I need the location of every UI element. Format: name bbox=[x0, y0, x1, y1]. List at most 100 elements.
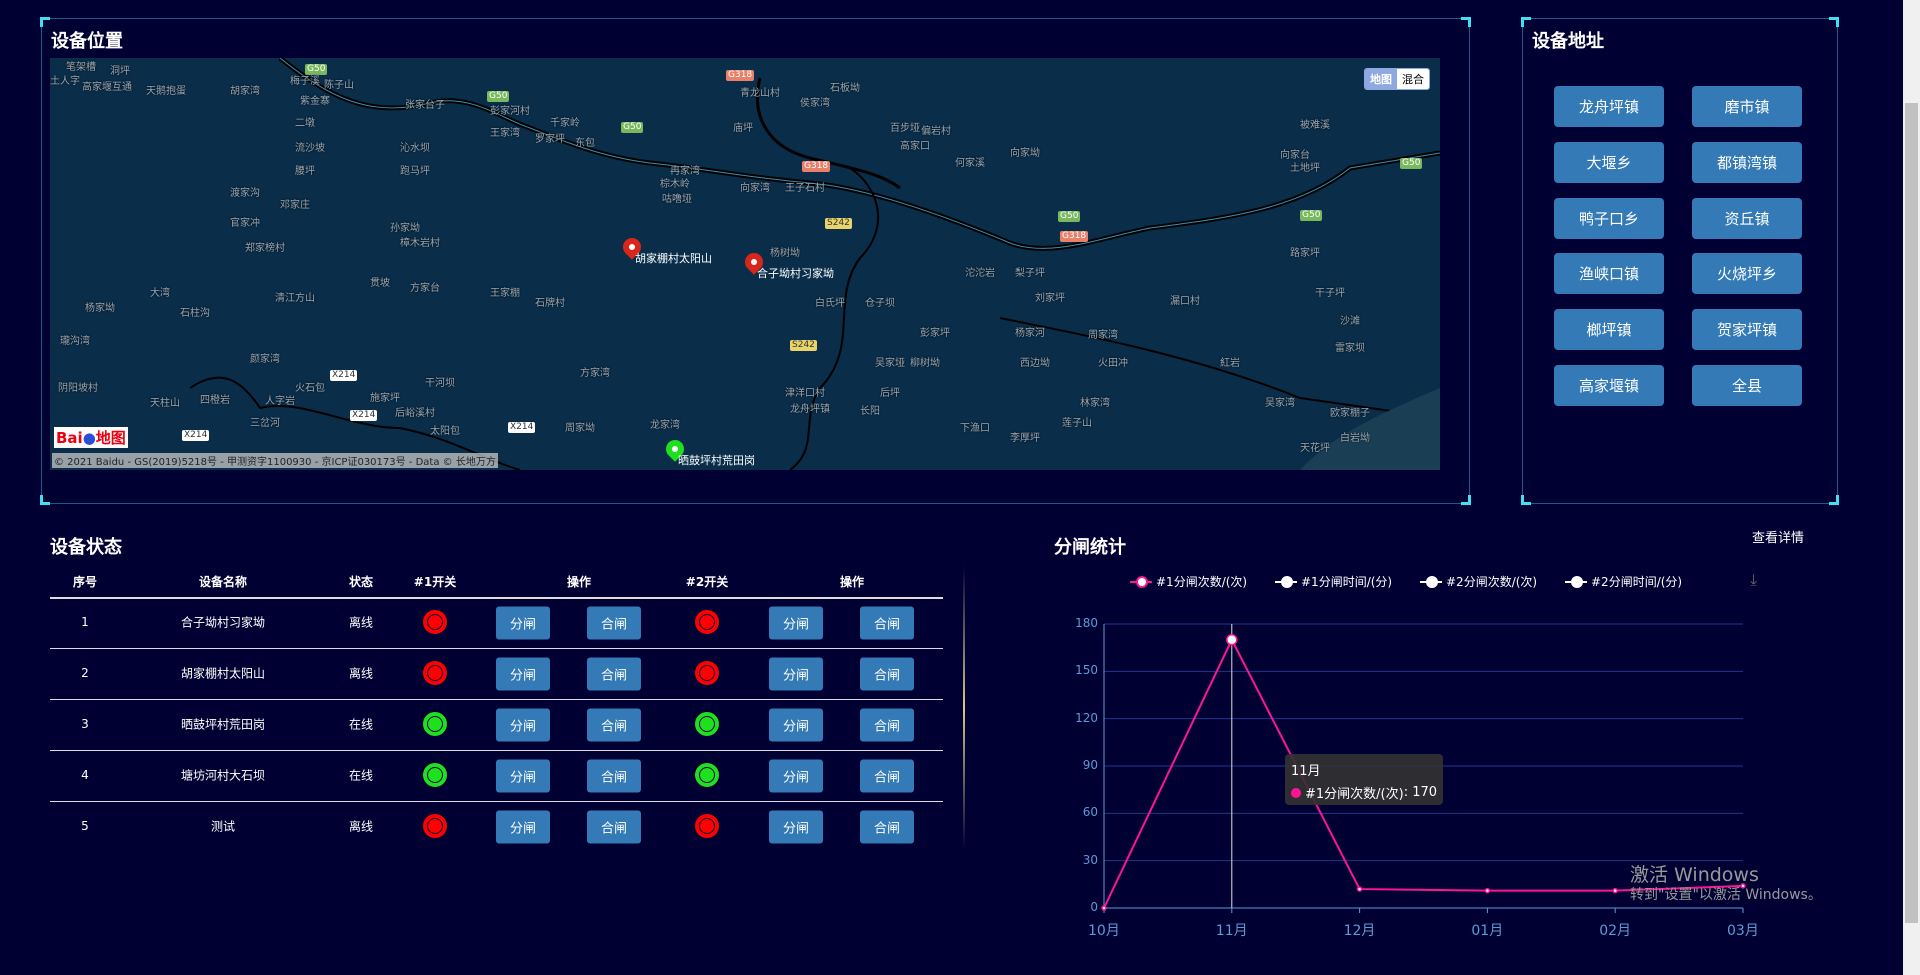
road-shield: G50 bbox=[305, 64, 328, 75]
map-place-label: 颜家湾 bbox=[250, 354, 280, 365]
open-switch-button[interactable]: 分闸 bbox=[769, 810, 823, 844]
map-place-label: 石柱沟 bbox=[180, 308, 210, 319]
table-header-cell: 状态 bbox=[348, 575, 374, 589]
table-header-cell: 序号 bbox=[72, 575, 98, 589]
download-icon[interactable]: ⤓ bbox=[1750, 570, 1758, 589]
map-place-label: 棕木岭 bbox=[660, 179, 690, 190]
close-switch-button[interactable]: 合闸 bbox=[860, 708, 914, 742]
baidu-logo: Bai●地图 bbox=[54, 427, 128, 448]
town-button[interactable]: 磨市镇 bbox=[1692, 86, 1802, 127]
town-button[interactable]: 高家堰镇 bbox=[1554, 365, 1664, 406]
map-place-label: 冉家湾 bbox=[670, 166, 700, 177]
map-place-label: 二墩 bbox=[295, 118, 315, 129]
open-switch-button[interactable]: 分闸 bbox=[496, 708, 550, 742]
view-details-link[interactable]: 查看详情 bbox=[1752, 531, 1805, 546]
open-switch-button[interactable]: 分闸 bbox=[769, 759, 823, 793]
close-switch-button[interactable]: 合闸 bbox=[587, 708, 641, 742]
y-tick-label: 30 bbox=[1082, 852, 1098, 867]
open-switch-button[interactable]: 分闸 bbox=[496, 657, 550, 691]
close-switch-button[interactable]: 合闸 bbox=[587, 759, 641, 793]
table-header-cell: 操作 bbox=[839, 575, 865, 589]
town-button[interactable]: 资丘镇 bbox=[1692, 197, 1802, 239]
map-place-label: 西边坳 bbox=[1020, 358, 1050, 369]
device-address-panel bbox=[1521, 17, 1839, 505]
road-shield: X214 bbox=[182, 430, 210, 441]
map-type-map[interactable]: 地图 bbox=[1365, 69, 1397, 89]
map-place-label: 石牌村 bbox=[535, 298, 565, 309]
road-shield: G50 bbox=[487, 91, 510, 102]
map-type-switch[interactable]: 地图 混合 bbox=[1364, 68, 1430, 90]
map-place-label: 跑马坪 bbox=[400, 166, 430, 177]
legend-item[interactable]: #1分闸时间/(分) bbox=[1275, 573, 1392, 590]
close-switch-button[interactable]: 合闸 bbox=[860, 810, 914, 844]
close-switch-button[interactable]: 合闸 bbox=[587, 657, 641, 691]
map-place-label: 白氏坪 bbox=[815, 298, 845, 309]
close-switch-button[interactable]: 合闸 bbox=[587, 606, 641, 640]
legend-marker-icon bbox=[1275, 575, 1297, 588]
map-marker-label[interactable]: 晒鼓坪村荒田岗 bbox=[678, 454, 755, 467]
legend-item[interactable]: #2分闸次数/(次) bbox=[1420, 573, 1537, 590]
map-place-label: 侯家湾 bbox=[800, 98, 830, 109]
scrollbar-thumb[interactable] bbox=[1905, 103, 1918, 923]
device-status: 在线 bbox=[348, 768, 374, 783]
map-copyright: © 2021 Baidu - GS(2019)5218号 - 甲测资字11009… bbox=[52, 453, 498, 468]
switch-indicator-red bbox=[423, 661, 447, 685]
open-switch-button[interactable]: 分闸 bbox=[769, 606, 823, 640]
chart-tooltip: 11月 #1分闸次数/(次): 170 bbox=[1285, 754, 1443, 805]
open-switch-button[interactable]: 分闸 bbox=[769, 708, 823, 742]
y-tick-label: 180 bbox=[1075, 616, 1098, 630]
map-place-label: 火田冲 bbox=[1098, 358, 1128, 369]
map-place-label: 吴家垭 bbox=[875, 358, 905, 369]
map-place-label: 庙坪 bbox=[733, 123, 753, 134]
legend-item[interactable]: #1分闸次数/(次) bbox=[1130, 573, 1247, 590]
close-switch-button[interactable]: 合闸 bbox=[860, 606, 914, 640]
legend-label: #2分闸时间/(分) bbox=[1591, 575, 1683, 589]
map-marker-label[interactable]: 胡家棚村太阳山 bbox=[635, 252, 712, 265]
x-tick-label: 02月 bbox=[1599, 923, 1632, 939]
map-place-label: 四橙岩 bbox=[200, 395, 230, 406]
map-place-label: 高家堰互通 bbox=[82, 82, 132, 93]
town-button[interactable]: 贺家坪镇 bbox=[1692, 309, 1802, 351]
map-place-label: 林家湾 bbox=[1080, 398, 1110, 409]
status-panel-title: 设备状态 bbox=[50, 537, 122, 558]
map-place-label: 梅子溪 bbox=[290, 76, 320, 87]
map-place-label: 刘家坪 bbox=[1035, 293, 1065, 304]
row-divider bbox=[50, 648, 943, 649]
open-switch-button[interactable]: 分闸 bbox=[496, 810, 550, 844]
open-switch-button[interactable]: 分闸 bbox=[769, 657, 823, 691]
town-button[interactable]: 火烧坪乡 bbox=[1692, 253, 1802, 295]
map-place-label: 渡家沟 bbox=[230, 188, 260, 199]
map-place-label: 土人字 bbox=[50, 76, 80, 87]
map-place-label: 罗家坪 bbox=[535, 134, 565, 145]
map-place-label: 百步垭 bbox=[890, 123, 920, 134]
close-switch-button[interactable]: 合闸 bbox=[860, 759, 914, 793]
scrollbar[interactable] bbox=[1903, 0, 1920, 975]
legend-item[interactable]: #2分闸时间/(分) bbox=[1565, 573, 1682, 590]
map-place-label: 千家岭 bbox=[550, 118, 580, 129]
town-button[interactable]: 都镇湾镇 bbox=[1692, 141, 1802, 183]
map-marker-label[interactable]: 合子坳村习家坳 bbox=[757, 267, 834, 280]
map-place-label: 流沙坡 bbox=[295, 143, 325, 154]
map-place-label: 下渔口 bbox=[960, 423, 990, 434]
switch-indicator-red bbox=[423, 814, 447, 838]
map[interactable]: 地图 混合 胡家棚村太阳山 合子坳村习家坳 晒鼓坪村荒田岗 G50 G50 G50 G318… bbox=[50, 58, 1440, 470]
close-switch-button[interactable]: 合闸 bbox=[587, 810, 641, 844]
town-button[interactable]: 大堰乡 bbox=[1554, 141, 1664, 183]
map-place-label: 笔架槽 bbox=[66, 62, 96, 73]
town-button[interactable]: 渔峡口镇 bbox=[1554, 253, 1664, 295]
map-place-label: 向家湾 bbox=[740, 183, 770, 194]
town-button[interactable]: 鸭子口乡 bbox=[1554, 197, 1664, 239]
device-location-panel bbox=[40, 17, 1471, 505]
x-tick-label: 10月 bbox=[1088, 923, 1120, 939]
town-button[interactable]: 榔坪镇 bbox=[1554, 309, 1664, 351]
open-switch-button[interactable]: 分闸 bbox=[496, 759, 550, 793]
open-switch-button[interactable]: 分闸 bbox=[496, 606, 550, 640]
map-place-label: 王家湾 bbox=[490, 128, 520, 139]
map-place-label: 王子石村 bbox=[785, 183, 825, 194]
town-button[interactable]: 全县 bbox=[1692, 365, 1802, 406]
close-switch-button[interactable]: 合闸 bbox=[860, 657, 914, 691]
watermark-line1: 激活 Windows bbox=[1630, 864, 1759, 886]
town-button[interactable]: 龙舟坪镇 bbox=[1554, 86, 1664, 127]
map-type-hybrid[interactable]: 混合 bbox=[1397, 69, 1429, 89]
map-place-label: 龙舟坪镇 bbox=[790, 404, 830, 415]
